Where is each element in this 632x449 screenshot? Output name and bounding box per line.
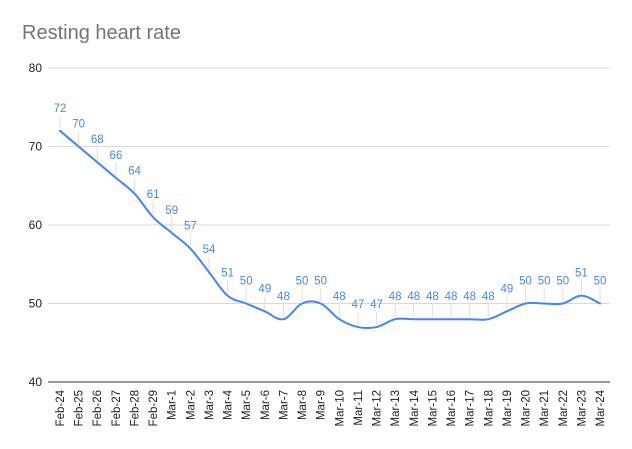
- data-label: 50: [296, 276, 309, 288]
- y-tick-label: 60: [29, 218, 43, 232]
- x-tick-label: Mar-18: [483, 390, 495, 426]
- y-tick-label: 70: [29, 140, 43, 154]
- x-tick-label: Mar-16: [446, 390, 458, 426]
- data-label: 66: [109, 150, 122, 162]
- y-tick-label: 80: [29, 61, 43, 75]
- data-label: 59: [165, 205, 178, 217]
- data-label: 50: [519, 276, 532, 288]
- x-tick-label: Mar-14: [409, 389, 421, 426]
- data-label: 49: [500, 283, 513, 295]
- x-tick-label: Mar-17: [465, 390, 477, 426]
- data-label: 48: [426, 291, 439, 303]
- x-tick-label: Mar-19: [502, 390, 514, 426]
- x-tick-label: Mar-3: [204, 390, 216, 420]
- x-tick-label: Mar-15: [427, 390, 439, 426]
- x-tick-label: Feb-24: [55, 389, 67, 426]
- data-label: 50: [314, 276, 327, 288]
- data-label: 48: [463, 291, 476, 303]
- x-tick-label: Feb-25: [74, 390, 86, 426]
- data-label: 72: [54, 103, 67, 115]
- x-tick-label: Feb-26: [92, 390, 104, 426]
- x-tick-label: Mar-22: [558, 390, 570, 426]
- data-label: 51: [221, 268, 234, 280]
- x-tick-label: Mar-6: [260, 390, 272, 420]
- data-label: 70: [72, 119, 85, 131]
- data-label: 54: [203, 244, 216, 256]
- x-tick-label: Mar-1: [167, 390, 179, 420]
- x-tick-label: Mar-24: [595, 389, 607, 426]
- x-tick-label: Mar-8: [297, 390, 309, 420]
- data-label: 68: [91, 134, 104, 146]
- data-label: 57: [184, 221, 197, 233]
- data-label: 47: [370, 299, 383, 311]
- label-leaders: [59, 115, 601, 326]
- data-label: 48: [407, 291, 420, 303]
- data-label: 48: [277, 291, 290, 303]
- x-tick-label: Mar-11: [353, 390, 365, 426]
- y-tick-label: 40: [29, 375, 43, 389]
- data-label: 48: [333, 291, 346, 303]
- x-tick-label: Mar-9: [316, 390, 328, 420]
- x-tick-label: Feb-27: [111, 390, 123, 426]
- y-tick-label: 50: [29, 297, 43, 311]
- x-tick-label: Feb-28: [129, 390, 141, 426]
- x-tick-label: Mar-13: [390, 390, 402, 426]
- gridlines: [48, 67, 610, 383]
- data-label: 48: [482, 291, 495, 303]
- x-tick-label: Mar-5: [241, 390, 253, 420]
- data-label: 50: [556, 276, 569, 288]
- data-label: 47: [352, 299, 365, 311]
- x-tick-label: Mar-10: [334, 390, 346, 426]
- data-label: 51: [575, 268, 588, 280]
- data-label: 64: [128, 166, 141, 178]
- x-tick-label: Mar-7: [278, 390, 290, 420]
- x-tick-label: Feb-29: [148, 390, 160, 426]
- x-tick-label: Mar-20: [521, 390, 533, 426]
- x-tick-label: Mar-2: [185, 390, 197, 420]
- data-label: 61: [147, 189, 160, 201]
- data-label: 49: [258, 283, 271, 295]
- x-tick-label: Mar-23: [576, 390, 588, 426]
- data-label: 50: [240, 276, 253, 288]
- data-labels: 72 70 68 66 64 61 59 57 54 51 50 49 48 50 50 48 47 47 48 48…: [54, 103, 607, 328]
- series-line-layer: [59, 129, 601, 330]
- data-label: 48: [445, 291, 458, 303]
- y-axis-ticks: 40 50 60 70 80: [29, 61, 43, 389]
- series-line: [59, 129, 601, 330]
- x-tick-label: Mar-12: [372, 390, 384, 426]
- chart-title: Resting heart rate: [22, 22, 181, 44]
- x-tick-label: Mar-21: [539, 390, 551, 426]
- data-label: 50: [594, 276, 607, 288]
- x-tick-label: Mar-4: [223, 389, 235, 420]
- data-label: 48: [389, 291, 402, 303]
- x-axis-ticks: Feb-24 Feb-25 Feb-26 Feb-27 Feb-28 Feb-29 Mar-…: [55, 389, 607, 426]
- data-label: 50: [538, 276, 551, 288]
